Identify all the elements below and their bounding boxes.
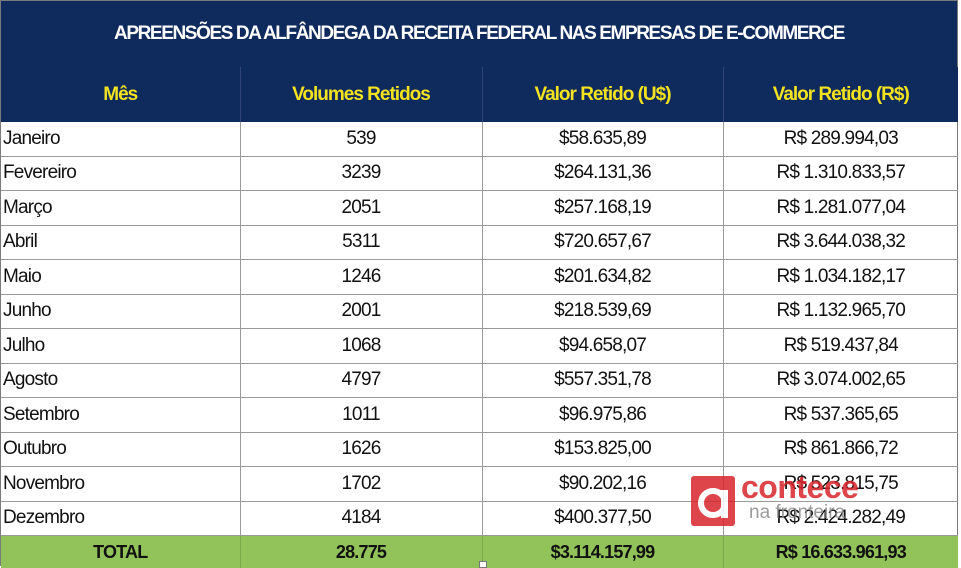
cell-volumes: 5311	[240, 225, 483, 260]
cell-month: Junho	[1, 294, 241, 329]
cell-value-brl: R$ 519.437,84	[723, 328, 958, 364]
table-row: Junho 2001 $218.539,69 R$ 1.132.965,70	[1, 294, 958, 329]
total-volumes: 28.775	[240, 535, 483, 568]
cell-value-usd: $201.634,82	[482, 259, 724, 295]
cell-month: Novembro	[1, 466, 241, 502]
table-row: Maio 1246 $201.634,82 R$ 1.034.182,17	[1, 259, 958, 295]
cell-month: Março	[1, 190, 241, 226]
cell-month: Janeiro	[1, 122, 241, 157]
table-row: Fevereiro 3239 $264.131,36 R$ 1.310.833,57	[1, 156, 958, 191]
cell-volumes: 1011	[240, 397, 483, 433]
header-row: Mês Volumes Retidos Valor Retido (U$) Va…	[1, 67, 958, 122]
cell-value-brl: R$ 1.281.077,04	[723, 190, 958, 226]
cell-value-brl: R$ 2.424.282,49	[723, 501, 958, 536]
cell-value-usd: $257.168,19	[482, 190, 724, 226]
cell-value-usd: $153.825,00	[482, 432, 724, 467]
cell-value-usd: $264.131,36	[482, 156, 724, 191]
table-resize-handle[interactable]	[479, 561, 487, 568]
cell-month: Setembro	[1, 397, 241, 433]
cell-month: Dezembro	[1, 501, 241, 536]
cell-volumes: 2001	[240, 294, 483, 329]
cell-value-usd: $557.351,78	[482, 363, 724, 398]
cell-value-usd: $400.377,50	[482, 501, 724, 536]
cell-volumes: 1246	[240, 259, 483, 295]
total-value-usd: $3.114.157,99	[482, 535, 724, 568]
cell-volumes: 1702	[240, 466, 483, 502]
table-row: Abril 5311 $720.657,67 R$ 3.644.038,32	[1, 225, 958, 260]
total-row: TOTAL 28.775 $3.114.157,99 R$ 16.633.961…	[1, 535, 958, 568]
cell-value-usd: $96.975,86	[482, 397, 724, 433]
cell-value-brl: R$ 861.866,72	[723, 432, 958, 467]
table-row: Setembro 1011 $96.975,86 R$ 537.365,65	[1, 397, 958, 433]
cell-volumes: 3239	[240, 156, 483, 191]
cell-value-brl: R$ 3.644.038,32	[723, 225, 958, 260]
page-title: APREENSÕES DA ALFÂNDEGA DA RECEITA FEDER…	[114, 23, 845, 44]
table-row: Janeiro 539 $58.635,89 R$ 289.994,03	[1, 122, 958, 157]
column-header-value-brl: Valor Retido (R$)	[723, 67, 958, 122]
table-row: Novembro 1702 $90.202,16 R$ 523.815,75	[1, 466, 958, 502]
cell-volumes: 539	[240, 122, 483, 157]
cell-month: Abril	[1, 225, 241, 260]
cell-value-brl: R$ 1.132.965,70	[723, 294, 958, 329]
cell-volumes: 2051	[240, 190, 483, 226]
table-row: Agosto 4797 $557.351,78 R$ 3.074.002,65	[1, 363, 958, 398]
cell-value-brl: R$ 1.310.833,57	[723, 156, 958, 191]
table-row: Dezembro 4184 $400.377,50 R$ 2.424.282,49	[1, 501, 958, 536]
column-header-month: Mês	[1, 67, 241, 122]
cell-value-usd: $218.539,69	[482, 294, 724, 329]
cell-volumes: 1626	[240, 432, 483, 467]
cell-volumes: 4184	[240, 501, 483, 536]
column-header-volumes: Volumes Retidos	[240, 67, 483, 122]
table-row: Outubro 1626 $153.825,00 R$ 861.866,72	[1, 432, 958, 467]
total-value-brl: R$ 16.633.961,93	[723, 535, 958, 568]
cell-month: Julho	[1, 328, 241, 364]
cell-value-brl: R$ 1.034.182,17	[723, 259, 958, 295]
seizures-table: Mês Volumes Retidos Valor Retido (U$) Va…	[1, 67, 958, 568]
cell-value-usd: $720.657,67	[482, 225, 724, 260]
cell-value-usd: $58.635,89	[482, 122, 724, 157]
cell-value-usd: $90.202,16	[482, 466, 724, 502]
cell-value-brl: R$ 289.994,03	[723, 122, 958, 157]
cell-value-usd: $94.658,07	[482, 328, 724, 364]
table-row: Julho 1068 $94.658,07 R$ 519.437,84	[1, 328, 958, 364]
cell-value-brl: R$ 537.365,65	[723, 397, 958, 433]
title-bar: APREENSÕES DA ALFÂNDEGA DA RECEITA FEDER…	[1, 1, 957, 67]
cell-volumes: 4797	[240, 363, 483, 398]
cell-value-brl: R$ 523.815,75	[723, 466, 958, 502]
cell-month: Outubro	[1, 432, 241, 467]
column-header-value-usd: Valor Retido (U$)	[482, 67, 724, 122]
cell-month: Maio	[1, 259, 241, 295]
total-label: TOTAL	[1, 535, 241, 568]
table-row: Março 2051 $257.168,19 R$ 1.281.077,04	[1, 190, 958, 226]
cell-volumes: 1068	[240, 328, 483, 364]
cell-month: Agosto	[1, 363, 241, 398]
cell-value-brl: R$ 3.074.002,65	[723, 363, 958, 398]
cell-month: Fevereiro	[1, 156, 241, 191]
